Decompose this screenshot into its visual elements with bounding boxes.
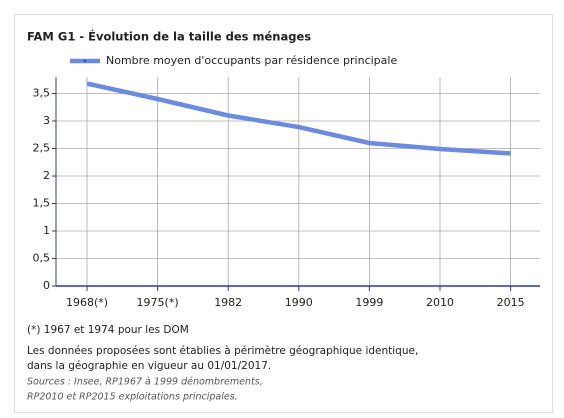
- legend-dot: [83, 59, 87, 63]
- y-tick-label: 3,5: [33, 87, 51, 100]
- x-tick-label: 1975(*): [137, 296, 179, 309]
- source: Sources : Insee, RP1967 à 1999 dénombrem…: [27, 377, 263, 388]
- chart-title: FAM G1 - Évolution de la taille des ména…: [27, 29, 311, 44]
- y-tick-label: 3: [43, 114, 50, 127]
- note: dans la géographie en vigueur au 01/01/2…: [27, 360, 271, 372]
- x-tick-label: 2015: [497, 296, 525, 309]
- y-tick-label: 1: [43, 224, 50, 237]
- x-tick-label: 2010: [426, 296, 454, 309]
- y-tick-label: 2,5: [33, 142, 51, 155]
- data-line: [86, 81, 511, 156]
- x-tick-label: 1999: [355, 296, 383, 309]
- x-tick-label: 1968(*): [66, 296, 108, 309]
- card: [14, 14, 553, 413]
- x-tick-label: 1990: [285, 296, 313, 309]
- y-tick-label: 2: [43, 169, 50, 182]
- y-tick-label: 1,5: [33, 197, 51, 210]
- x-tick-label: 1982: [214, 296, 242, 309]
- y-tick-label: 0,5: [33, 252, 51, 265]
- source: RP2010 et RP2015 exploitations principal…: [27, 392, 238, 403]
- legend-label: Nombre moyen d'occupants par résidence p…: [106, 54, 397, 67]
- note: Les données proposées sont établies à pé…: [27, 345, 418, 357]
- y-tick-label: 0: [43, 279, 50, 292]
- note: (*) 1967 et 1974 pour les DOM: [27, 324, 189, 336]
